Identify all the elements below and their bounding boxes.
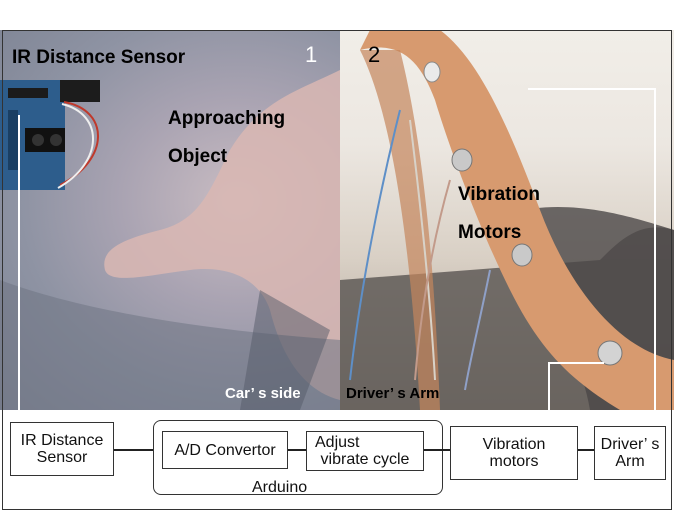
arm-illustration [340,30,674,410]
adjust-label-line2: vibrate cycle [320,451,410,468]
arm-leader-line-right [654,88,656,426]
ir-sensor-label: IR Distance Sensor [12,47,186,68]
connector-sensor-arduino [114,449,160,451]
ir-sensor-box-label: IR Distance Sensor [20,432,104,466]
drivers-arm-label: Driver’ s Arm [346,385,440,402]
sensor-leader-line [18,115,20,425]
photo-panel-sensor: IR Distance Sensor 1 Approaching Object … [0,30,340,410]
photo-panel-arm: 2 Vibration Motors Driver’ s Arm [340,30,674,410]
arduino-label: Arduino [252,479,308,496]
arm-leader-line-top [528,88,656,90]
drivers-arm-box-line1: Driver’ s [600,436,660,453]
ad-convertor-label: A/D Convertor [174,441,276,459]
cars-side-label: Car’ s side [225,385,301,402]
adjust-label-line1: Adjust [315,434,360,451]
vibration-motors-label-line1: Vibration [458,184,540,205]
motor-leader-line-left [548,362,550,426]
drivers-arm-box: Driver’ s Arm [594,426,666,480]
approaching-label-line1: Approaching [168,108,286,129]
panel-number-2: 2 [368,42,381,67]
vibration-motors-box-line1: Vibration [482,436,546,453]
panel-number-1: 1 [305,42,318,67]
hand-illustration [0,70,340,410]
connector-ad-adjust [288,449,306,451]
cropped-caption-strip [0,0,674,30]
ir-sensor-box: IR Distance Sensor [10,422,114,476]
connector-motors-arm [578,449,594,451]
ir-sensor-board-icon [0,80,100,190]
vibration-motors-box: Vibration motors [450,426,578,480]
vibration-motors-box-line2: motors [489,453,539,470]
adjust-cycle-box: Adjust vibrate cycle [306,431,424,471]
ad-convertor-box: A/D Convertor [162,431,288,469]
connector-arduino-motors [424,449,450,451]
approaching-label-line2: Object [168,146,228,167]
vibration-motors-label-line2: Motors [458,222,522,243]
drivers-arm-box-line2: Arm [615,453,645,470]
motor-leader-line-top [548,362,604,364]
